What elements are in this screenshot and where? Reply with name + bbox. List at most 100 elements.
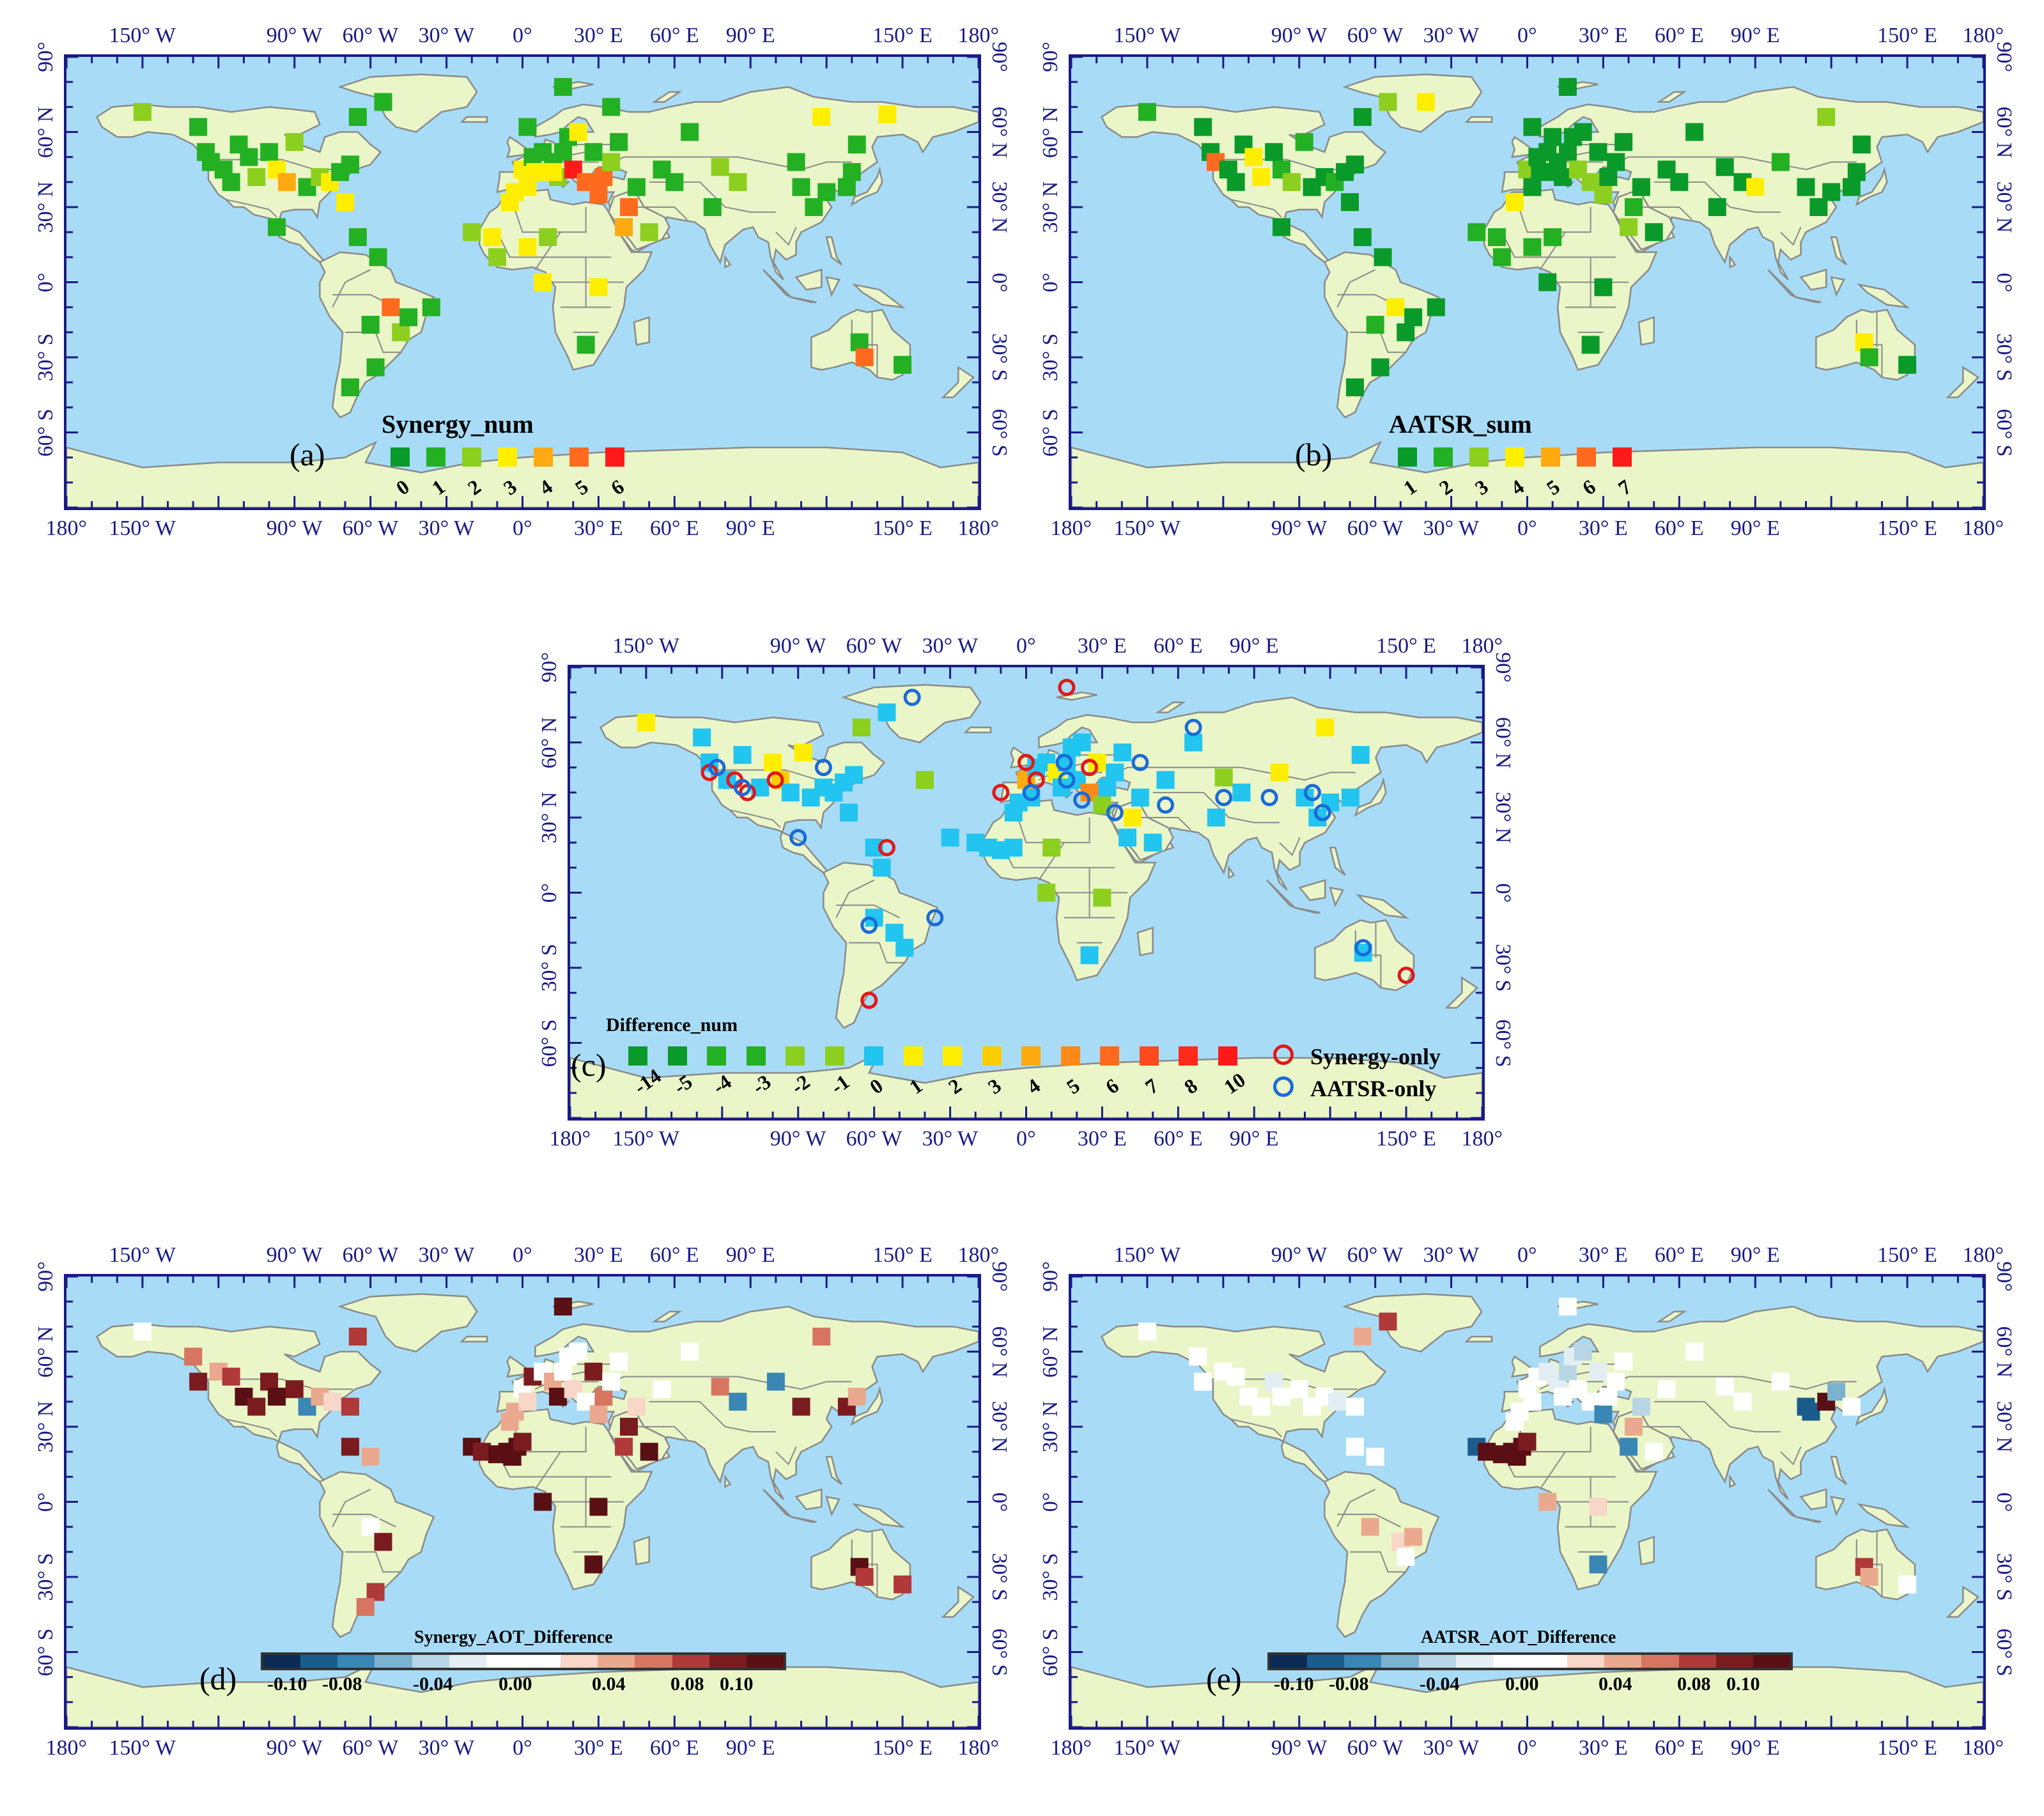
landmass <box>633 1535 650 1565</box>
site-marker <box>1624 1418 1643 1436</box>
lon-label-bottom: 150° E <box>872 1736 933 1760</box>
lon-label-bottom: 90° E <box>725 516 775 540</box>
site-ring <box>903 688 921 706</box>
site-ring <box>1058 771 1076 789</box>
site-marker <box>619 198 638 216</box>
site-marker <box>589 1498 608 1516</box>
site-marker <box>1353 228 1372 246</box>
landmass <box>1354 777 1387 817</box>
site-marker <box>366 358 385 376</box>
site-marker <box>852 718 871 736</box>
legend-swatch <box>534 447 553 467</box>
site-marker <box>1624 198 1643 216</box>
lon-label-bottom: 60° W <box>846 1127 902 1151</box>
landmass <box>1298 879 1326 901</box>
site-marker <box>1366 1448 1384 1466</box>
site-marker <box>1771 153 1790 171</box>
legend-swatch <box>1218 1046 1237 1066</box>
map-frame <box>568 665 1485 1121</box>
site-marker <box>594 1388 613 1406</box>
site-marker <box>794 743 812 762</box>
colorbar-segment <box>672 1655 709 1668</box>
colorbar <box>1267 1652 1793 1670</box>
lon-label-top: 180° <box>1962 1243 2004 1267</box>
country-border <box>534 1451 561 1490</box>
site-marker <box>548 1388 567 1406</box>
lon-label-top: 0° <box>513 1243 532 1267</box>
legend-swatch <box>1577 447 1596 467</box>
site-marker <box>189 118 208 136</box>
site-marker <box>693 728 711 747</box>
colorbar-tick-label: 0.00 <box>1505 1673 1539 1695</box>
site-marker <box>1685 1342 1704 1361</box>
lon-label-bottom: 180° <box>1962 1736 2004 1760</box>
landmass <box>478 189 653 371</box>
site-marker <box>1353 1328 1372 1346</box>
site-marker <box>850 333 869 352</box>
lon-label-top: 60° E <box>1153 634 1203 658</box>
country-border <box>1602 1376 1857 1390</box>
lon-label-bottom: 90° W <box>266 516 323 540</box>
landmass <box>460 116 488 123</box>
site-marker <box>1080 946 1099 965</box>
country-border <box>1336 269 1376 308</box>
site-marker <box>1558 78 1577 96</box>
legend-swatch <box>903 1046 923 1066</box>
site-marker <box>1478 1443 1496 1461</box>
country-border <box>1539 1451 1566 1490</box>
site-marker <box>1574 1342 1592 1361</box>
lon-label-bottom: 60° E <box>649 516 699 540</box>
landmass <box>1799 1488 1827 1510</box>
site-marker <box>247 168 266 186</box>
landmass <box>1136 926 1154 956</box>
lon-label-bottom: 90° W <box>1271 1736 1328 1760</box>
colorbar-segment <box>1604 1655 1642 1668</box>
site-marker <box>1295 133 1313 151</box>
site-marker <box>1589 1498 1607 1516</box>
lon-label-top: 150° E <box>1877 1243 1937 1267</box>
colorbar-segment <box>412 1655 449 1668</box>
lat-label-right: 90° <box>1992 1261 2016 1292</box>
site-marker <box>369 248 387 267</box>
site-marker <box>348 108 367 126</box>
legend-title: AATSR_AOT_Difference <box>1421 1627 1616 1647</box>
site-marker <box>848 136 866 154</box>
lon-label-top: 150° E <box>1376 634 1436 658</box>
site-marker <box>584 1362 603 1381</box>
site-marker <box>1037 883 1056 902</box>
site-marker <box>133 1323 151 1341</box>
lat-label-left: 90° <box>1039 1261 1062 1292</box>
lon-label-top: 0° <box>1517 1243 1537 1267</box>
site-marker <box>1855 333 1873 352</box>
country-border <box>496 231 612 258</box>
legend-swatch <box>746 1046 766 1066</box>
site-marker <box>569 1342 587 1361</box>
site-marker <box>878 703 896 722</box>
lon-label-bottom: 90° W <box>1271 516 1328 540</box>
landmass <box>794 268 823 291</box>
lon-label-top: 90° W <box>266 24 323 47</box>
landmass <box>1729 254 1737 269</box>
country-border <box>598 1376 852 1390</box>
site-ring <box>926 909 944 927</box>
axis-ticks <box>570 667 1482 1118</box>
site-marker <box>399 308 418 327</box>
lon-label-top: 180° <box>957 24 1000 47</box>
site-marker <box>526 163 545 182</box>
site-marker <box>837 178 856 196</box>
lon-label-top: 150° W <box>109 1243 176 1267</box>
site-marker <box>1042 839 1061 857</box>
site-ring <box>1058 678 1076 696</box>
landmass <box>1071 440 1983 508</box>
site-marker <box>602 153 621 171</box>
site-marker <box>640 1443 658 1461</box>
lon-label-top: 30° E <box>573 1243 623 1267</box>
site-marker <box>1620 218 1638 237</box>
lon-label-bottom: 30° E <box>573 1736 623 1760</box>
site-marker <box>268 218 286 237</box>
site-marker <box>1227 1367 1245 1386</box>
country-border <box>1000 842 1115 869</box>
country-border <box>1780 226 1802 246</box>
landmass <box>941 1585 975 1618</box>
lon-label-bottom: 180° <box>1050 1736 1092 1760</box>
